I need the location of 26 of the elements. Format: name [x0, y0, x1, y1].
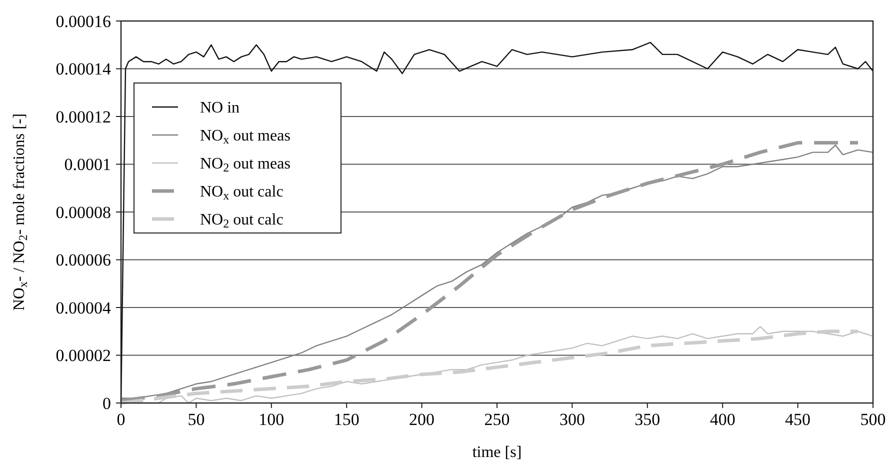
y-tick-label: 0.00008	[56, 202, 111, 222]
y-tick-label: 0.00016	[56, 12, 111, 31]
legend-label: NO in	[200, 100, 240, 117]
legend-label: NO$_{x}$ out meas	[200, 128, 290, 147]
x-tick-label: 250	[484, 410, 510, 429]
x-tick-label: 0	[116, 410, 126, 429]
x-tick-label: 150	[334, 410, 360, 429]
y-tick-label: 0.00002	[56, 346, 111, 366]
x-tick-label: 300	[559, 410, 585, 429]
x-tick-label: 500	[860, 410, 886, 429]
x-tick-label: 200	[409, 410, 435, 429]
x-tick-label: 50	[188, 410, 205, 429]
x-tick-label: 400	[710, 410, 736, 429]
legend-label: NO$_{2}$ out calc	[200, 212, 284, 231]
y-tick-label: 0.00006	[56, 250, 111, 270]
x-tick-label: 100	[258, 410, 284, 429]
x-axis-title: time [s]	[472, 444, 522, 461]
x-tick-label: 450	[785, 410, 811, 429]
y-tick-label: 0	[102, 394, 111, 413]
x-tick-label: 350	[634, 410, 660, 429]
y-tick-label: 0.00012	[56, 107, 111, 126]
y-tick-label: 0.00004	[56, 298, 112, 318]
legend-label: NO$_{2}$ out meas	[200, 156, 290, 175]
y-tick-label: 0.00014	[56, 60, 112, 79]
y-tick-label: 0.0001	[64, 155, 111, 174]
legend-label: NO$_{x}$ out calc	[200, 184, 284, 203]
